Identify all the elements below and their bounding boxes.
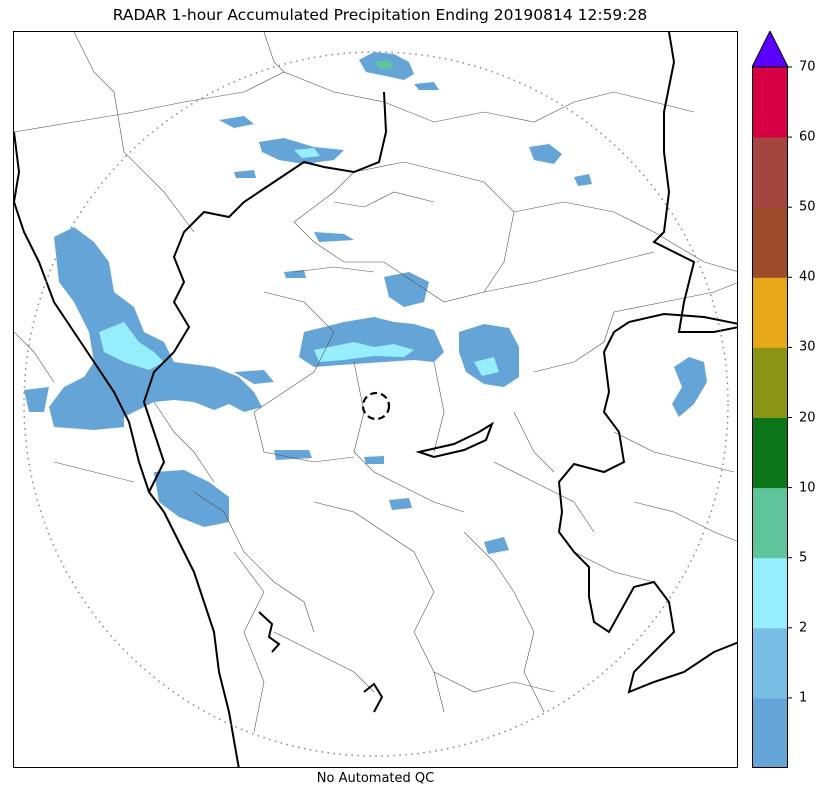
range-ring bbox=[23, 51, 729, 757]
colorbar-bin bbox=[752, 207, 788, 278]
colorbar-bin bbox=[752, 277, 788, 348]
colorbar-extend-max bbox=[752, 31, 789, 68]
qc-note: No Automated QC bbox=[316, 771, 435, 786]
colorbar-bin bbox=[752, 137, 788, 208]
colorbar-bin bbox=[752, 347, 788, 418]
colorbar-tick-label: 40 bbox=[799, 269, 816, 285]
colorbar-tick-label: 2 bbox=[799, 620, 808, 636]
colorbar-bin bbox=[752, 487, 788, 559]
state-boundaries bbox=[14, 32, 737, 767]
colorbar-tick-label: 1 bbox=[799, 690, 808, 706]
colorbar-bin bbox=[752, 67, 788, 138]
colorbar-tick-label: 50 bbox=[799, 199, 816, 215]
colorbar-tick-label: 70 bbox=[799, 59, 816, 75]
colorbar-canvas bbox=[752, 31, 792, 768]
colorbar-tick-label: 60 bbox=[799, 129, 816, 145]
colorbar-tick-label: 10 bbox=[799, 480, 816, 496]
radar-map[interactable] bbox=[13, 31, 738, 768]
colorbar-bin bbox=[752, 697, 788, 768]
colorbar-bin bbox=[752, 417, 788, 489]
colorbar bbox=[752, 31, 792, 768]
colorbar-bin bbox=[752, 627, 788, 699]
radar-site-marker bbox=[361, 391, 391, 421]
colorbar-tick-label: 20 bbox=[799, 410, 816, 425]
map-title: RADAR 1-hour Accumulated Precipitation E… bbox=[112, 6, 648, 24]
colorbar-tick-label: 5 bbox=[799, 550, 808, 566]
colorbar-tick-label: 30 bbox=[799, 339, 816, 355]
district-boundaries bbox=[14, 32, 737, 733]
map-canvas bbox=[14, 32, 737, 767]
colorbar-bin bbox=[752, 557, 788, 629]
precipitation-echoes bbox=[24, 52, 707, 554]
